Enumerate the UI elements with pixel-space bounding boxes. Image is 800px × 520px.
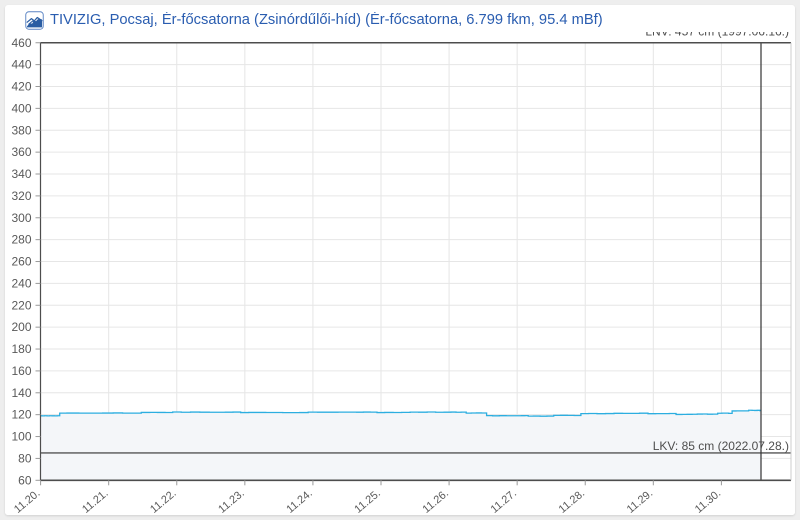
- svg-text:60: 60: [18, 473, 32, 487]
- svg-text:280: 280: [11, 233, 31, 247]
- svg-text:240: 240: [11, 276, 31, 290]
- svg-text:260: 260: [11, 255, 31, 269]
- svg-text:460: 460: [11, 36, 31, 50]
- svg-text:LNV: 457 cm (1997.06.16.): LNV: 457 cm (1997.06.16.): [645, 32, 789, 39]
- svg-text:140: 140: [11, 386, 31, 400]
- svg-text:420: 420: [11, 80, 31, 94]
- svg-text:400: 400: [11, 101, 31, 115]
- svg-text:160: 160: [11, 364, 31, 378]
- svg-text:120: 120: [11, 408, 31, 422]
- svg-text:220: 220: [11, 298, 31, 312]
- svg-text:200: 200: [11, 320, 31, 334]
- svg-text:80: 80: [18, 451, 32, 465]
- svg-text:380: 380: [11, 123, 31, 137]
- svg-text:360: 360: [11, 145, 31, 159]
- svg-text:100: 100: [11, 430, 31, 444]
- svg-text:440: 440: [11, 58, 31, 72]
- svg-text:180: 180: [11, 342, 31, 356]
- svg-text:300: 300: [11, 211, 31, 225]
- svg-text:340: 340: [11, 167, 31, 181]
- svg-text:320: 320: [11, 189, 31, 203]
- svg-text:LKV: 85 cm (2022.07.28.): LKV: 85 cm (2022.07.28.): [653, 439, 789, 453]
